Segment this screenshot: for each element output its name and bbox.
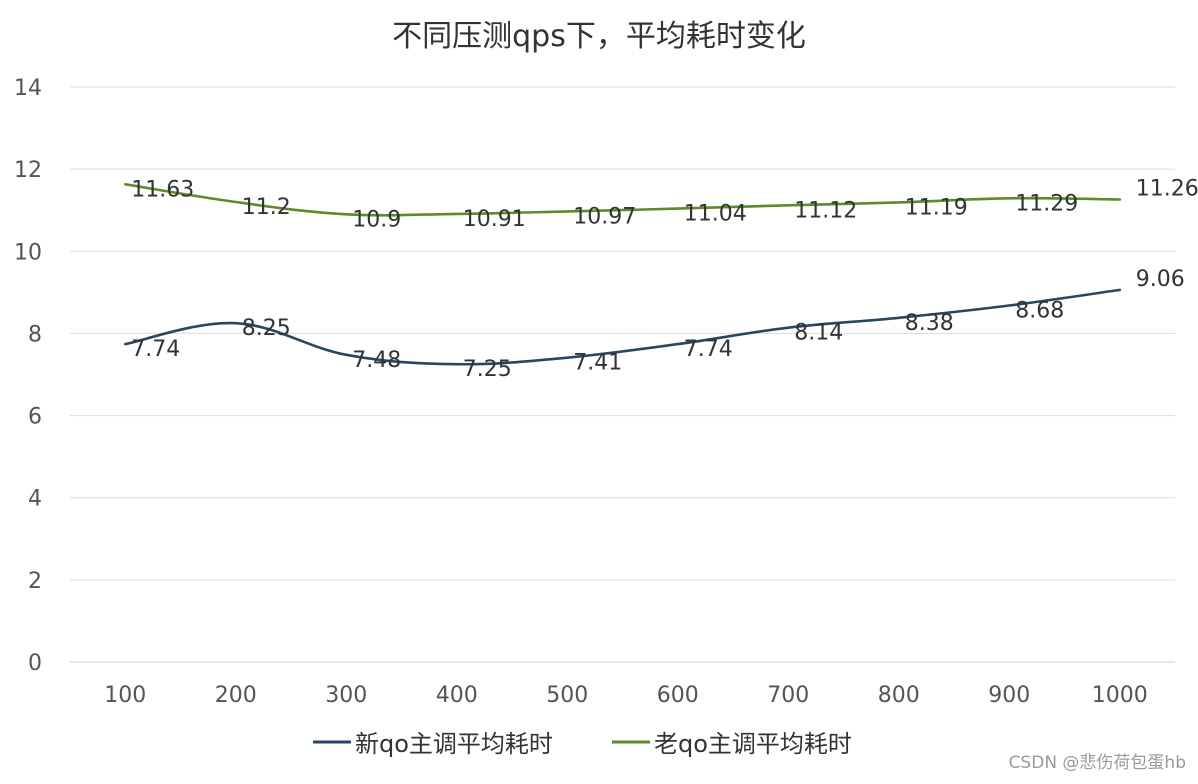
data-label: 7.74 — [131, 337, 180, 362]
data-label: 10.91 — [463, 207, 526, 232]
data-label: 8.38 — [905, 311, 954, 336]
data-label: 10.9 — [352, 207, 401, 232]
data-label: 7.74 — [684, 337, 733, 362]
legend-label: 老qo主调平均耗时 — [654, 730, 852, 758]
watermark: CSDN @悲伤荷包蛋hb — [1009, 753, 1186, 773]
y-tick-label: 4 — [28, 487, 42, 512]
x-tick-label: 800 — [878, 683, 920, 708]
x-tick-label: 400 — [436, 683, 478, 708]
gridlines — [70, 86, 1175, 663]
data-label: 11.63 — [131, 177, 194, 202]
data-label: 8.25 — [242, 316, 291, 341]
series-lines — [124, 183, 1122, 366]
data-label: 11.04 — [684, 202, 747, 227]
data-label: 7.25 — [463, 357, 512, 382]
y-tick-label: 6 — [28, 405, 42, 430]
data-label: 7.41 — [573, 351, 622, 376]
x-tick-label: 100 — [104, 683, 146, 708]
y-tick-label: 0 — [28, 651, 42, 676]
chart-title: 不同压测qps下，平均耗时变化 — [392, 19, 806, 54]
data-label: 8.14 — [794, 321, 843, 346]
data-label: 11.26 — [1136, 177, 1198, 202]
y-tick-label: 8 — [28, 322, 42, 347]
data-label: 9.06 — [1136, 267, 1185, 292]
x-tick-label: 1000 — [1092, 683, 1148, 708]
y-tick-label: 12 — [14, 158, 42, 183]
data-label: 10.97 — [573, 204, 636, 229]
series-line-2 — [124, 183, 1122, 217]
data-label: 11.12 — [794, 198, 857, 223]
legend: 新qo主调平均耗时 老qo主调平均耗时 — [313, 730, 852, 758]
y-axis-ticks: 0 2 4 6 8 10 12 14 — [14, 76, 42, 676]
x-tick-label: 500 — [546, 683, 588, 708]
x-tick-label: 700 — [767, 683, 809, 708]
x-tick-label: 200 — [215, 683, 257, 708]
y-tick-label: 14 — [14, 76, 42, 101]
data-label: 7.48 — [352, 348, 401, 373]
data-label: 11.19 — [905, 195, 968, 220]
y-tick-label: 2 — [28, 569, 42, 594]
x-axis-ticks: 100 200 300 400 500 600 700 800 900 1000 — [104, 683, 1148, 708]
legend-label: 新qo主调平均耗时 — [355, 730, 553, 758]
data-label: 11.2 — [242, 195, 291, 220]
series-line-1 — [124, 288, 1122, 366]
data-label: 11.29 — [1015, 191, 1078, 216]
x-tick-label: 300 — [325, 683, 367, 708]
x-tick-label: 600 — [657, 683, 699, 708]
data-labels: 7.74 8.25 7.48 7.25 7.41 7.74 8.14 8.38 8.68 9.06… — [131, 177, 1198, 383]
x-tick-label: 900 — [988, 683, 1030, 708]
data-label: 8.68 — [1015, 299, 1064, 324]
y-tick-label: 10 — [14, 240, 42, 265]
